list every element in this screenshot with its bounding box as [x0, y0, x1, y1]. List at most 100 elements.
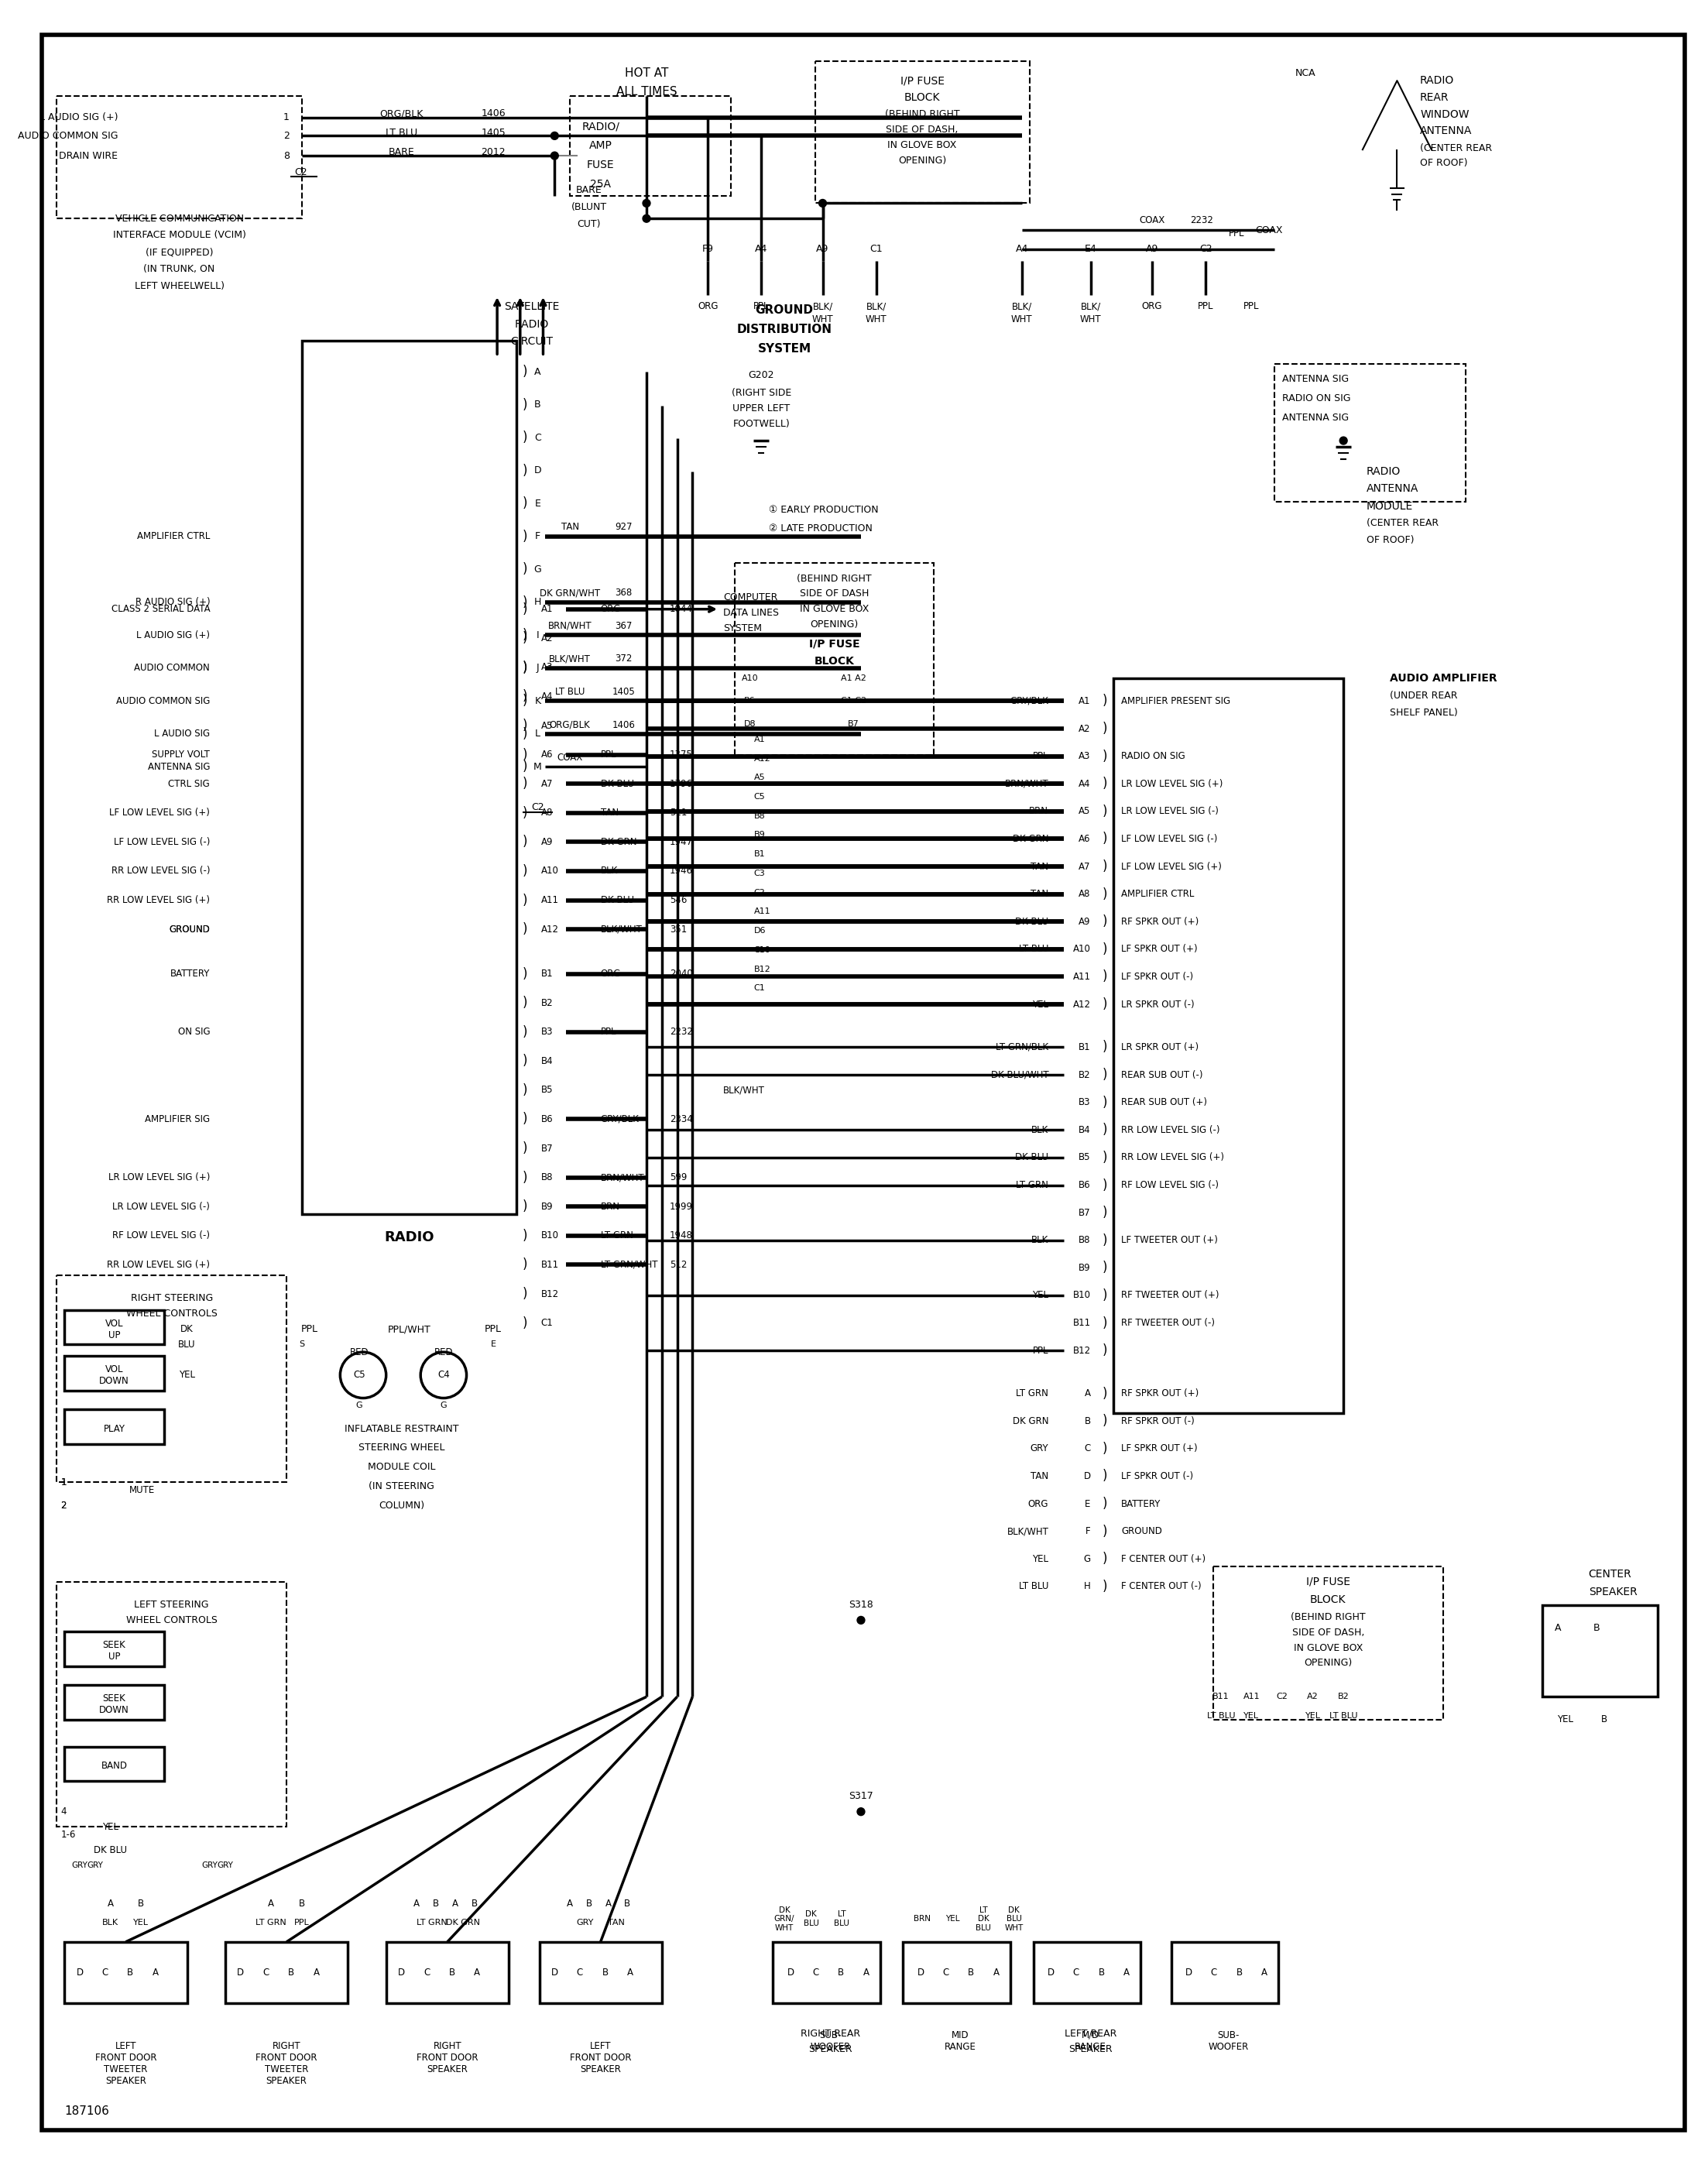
- Bar: [56, 95, 302, 219]
- Text: ): ): [1103, 831, 1107, 847]
- Text: 1406: 1406: [611, 719, 635, 730]
- Text: A6: A6: [1079, 834, 1091, 844]
- Text: BARE: BARE: [388, 147, 415, 156]
- Text: LR SPKR OUT (-): LR SPKR OUT (-): [1122, 1000, 1194, 1009]
- Text: A6: A6: [541, 749, 553, 760]
- Text: MODULE: MODULE: [1366, 500, 1413, 511]
- Text: ): ): [1103, 1552, 1107, 1565]
- Text: A2: A2: [541, 632, 553, 643]
- Text: 372: 372: [615, 654, 632, 665]
- Text: LR SPKR OUT (+): LR SPKR OUT (+): [1122, 1041, 1199, 1052]
- Text: GROUND: GROUND: [169, 924, 210, 935]
- Text: BLK/WHT: BLK/WHT: [722, 1085, 765, 1095]
- Text: B6: B6: [1079, 1180, 1091, 1191]
- Text: ANTENNA: ANTENNA: [1419, 126, 1472, 136]
- Text: (IN TRUNK, ON: (IN TRUNK, ON: [143, 264, 215, 275]
- Text: LF LOW LEVEL SIG (-): LF LOW LEVEL SIG (-): [1122, 834, 1218, 844]
- Text: D: D: [787, 1968, 794, 1977]
- Text: E: E: [490, 1340, 495, 1349]
- Text: LEFT STEERING: LEFT STEERING: [135, 1600, 208, 1611]
- Text: SUPPLY VOLT: SUPPLY VOLT: [152, 749, 210, 760]
- Text: A: A: [1554, 1624, 1561, 1632]
- Text: (BEHIND RIGHT: (BEHIND RIGHT: [885, 108, 960, 119]
- Text: AMPLIFIER SIG: AMPLIFIER SIG: [145, 1115, 210, 1124]
- Text: ): ): [523, 431, 528, 444]
- Text: I/P FUSE: I/P FUSE: [810, 639, 859, 650]
- Text: B2: B2: [1079, 1070, 1091, 1080]
- Text: ): ): [1103, 1178, 1107, 1193]
- Bar: [56, 1583, 287, 1827]
- Text: A: A: [605, 1899, 611, 1910]
- Text: PPL: PPL: [1243, 301, 1259, 312]
- Text: BRN/WHT: BRN/WHT: [601, 1173, 644, 1182]
- Text: A4: A4: [541, 691, 553, 701]
- Text: ): ): [1103, 805, 1107, 818]
- Text: D: D: [1047, 1968, 1054, 1977]
- Text: ): ): [1103, 749, 1107, 764]
- Text: PPL: PPL: [1228, 229, 1243, 238]
- Text: C: C: [1085, 1444, 1091, 1453]
- Text: ORG: ORG: [601, 604, 622, 615]
- Text: OPENING): OPENING): [898, 156, 946, 165]
- Text: C: C: [577, 1968, 582, 1977]
- Text: ): ): [1103, 914, 1107, 929]
- Text: ): ): [1103, 695, 1107, 708]
- Text: ): ): [523, 727, 528, 740]
- Text: DK BLU/WHT: DK BLU/WHT: [991, 1070, 1049, 1080]
- Text: RR LOW LEVEL SIG (-): RR LOW LEVEL SIG (-): [1122, 1126, 1220, 1134]
- Text: C: C: [424, 1968, 430, 1977]
- Text: A4: A4: [755, 245, 767, 253]
- Text: A7: A7: [1079, 862, 1091, 872]
- Text: A1: A1: [541, 604, 553, 615]
- Bar: [734, 563, 934, 756]
- Text: LF LOW LEVEL SIG (+): LF LOW LEVEL SIG (+): [1122, 862, 1221, 872]
- Text: YEL: YEL: [1305, 1713, 1320, 1719]
- Bar: [65, 1632, 164, 1667]
- Text: ): ): [523, 1258, 528, 1271]
- Text: B: B: [839, 1968, 844, 1977]
- Text: A5: A5: [541, 721, 553, 730]
- Text: ): ): [1103, 1124, 1107, 1137]
- Text: I/P FUSE: I/P FUSE: [1307, 1576, 1351, 1587]
- Text: (BLUNT: (BLUNT: [570, 201, 606, 212]
- Text: BLK: BLK: [1032, 1236, 1049, 1245]
- Text: A: A: [313, 1968, 319, 1977]
- Text: ): ): [523, 463, 528, 478]
- Text: A12: A12: [753, 756, 770, 762]
- Text: K: K: [535, 695, 541, 706]
- Text: YEL: YEL: [179, 1370, 195, 1379]
- Text: PPL: PPL: [1033, 1344, 1049, 1355]
- Text: B9: B9: [541, 1202, 553, 1212]
- Text: BRN: BRN: [601, 1202, 620, 1212]
- Text: RIGHT STEERING: RIGHT STEERING: [130, 1293, 214, 1303]
- Text: (IF EQUIPPED): (IF EQUIPPED): [145, 247, 214, 258]
- Text: A11: A11: [1243, 1693, 1261, 1702]
- Text: PPL: PPL: [301, 1325, 318, 1334]
- Text: YEL: YEL: [946, 1916, 960, 1923]
- Text: B: B: [623, 1899, 630, 1910]
- Text: I/P FUSE: I/P FUSE: [900, 76, 945, 87]
- Text: D: D: [552, 1968, 559, 1977]
- Text: A: A: [535, 366, 541, 377]
- Text: F: F: [535, 530, 540, 541]
- Text: ): ): [523, 760, 528, 773]
- Text: SYSTEM: SYSTEM: [722, 624, 762, 634]
- Text: ): ): [1103, 1580, 1107, 1593]
- Text: AMPLIFIER CTRL: AMPLIFIER CTRL: [1122, 890, 1194, 898]
- Text: B7: B7: [847, 721, 859, 727]
- Text: REAR: REAR: [1419, 93, 1448, 104]
- Text: A12: A12: [1073, 1000, 1091, 1009]
- Text: RF LOW LEVEL SIG (-): RF LOW LEVEL SIG (-): [1122, 1180, 1220, 1191]
- Text: C4: C4: [437, 1370, 449, 1379]
- Text: RF SPKR OUT (+): RF SPKR OUT (+): [1122, 916, 1199, 927]
- Text: ): ): [523, 1054, 528, 1067]
- Text: C1: C1: [869, 245, 883, 253]
- Text: 1: 1: [284, 113, 290, 123]
- Text: LT GRN: LT GRN: [601, 1230, 634, 1241]
- Text: RIGHT REAR: RIGHT REAR: [801, 2029, 861, 2039]
- Text: LT GRN/WHT: LT GRN/WHT: [601, 1260, 658, 1271]
- Text: ): ): [523, 836, 528, 849]
- Text: 512: 512: [670, 1260, 687, 1271]
- Text: BLU: BLU: [178, 1340, 196, 1349]
- Bar: [774, 1942, 880, 2003]
